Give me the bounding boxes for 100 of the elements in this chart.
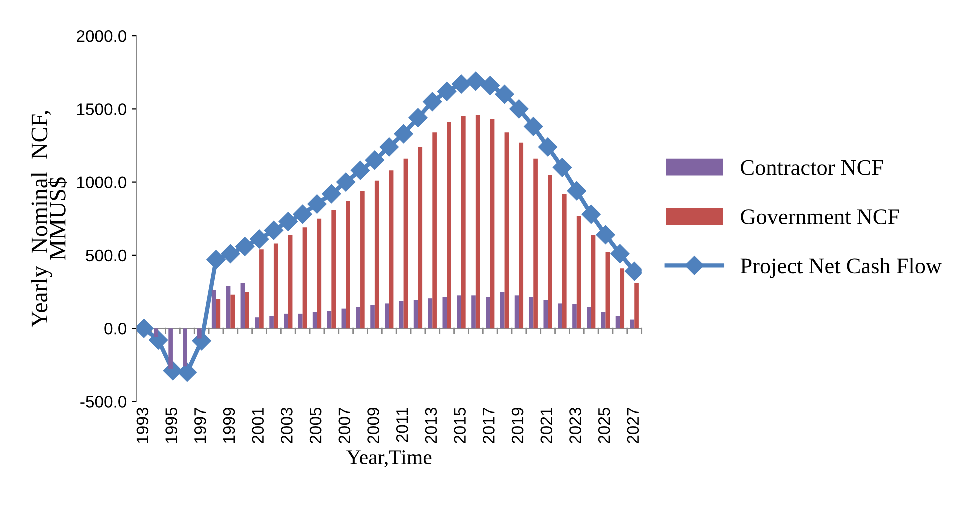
- x-tick-label: 1993: [136, 408, 149, 444]
- bar: [490, 119, 495, 329]
- point: [552, 158, 572, 178]
- bar: [457, 296, 462, 329]
- bar: [601, 312, 606, 329]
- bar: [576, 216, 582, 329]
- bar: [606, 252, 610, 329]
- bar: [260, 250, 264, 329]
- bar: [500, 292, 505, 329]
- bar: [504, 132, 510, 329]
- bar: [360, 191, 365, 329]
- x-tick-label: 2021: [540, 408, 553, 444]
- x-tick-label: 2025: [598, 408, 610, 444]
- bar: [385, 304, 390, 329]
- y-tick-label: 1000.0: [77, 176, 127, 189]
- bar: [284, 314, 288, 329]
- bar: [442, 297, 448, 329]
- point: [278, 212, 298, 232]
- bar: [472, 296, 476, 329]
- point: [380, 138, 399, 157]
- bar: [432, 132, 437, 329]
- point: [250, 230, 270, 249]
- x-tick-label: 2011: [396, 408, 408, 442]
- bar: [288, 234, 293, 329]
- bar: [356, 307, 361, 329]
- bar: [544, 300, 548, 329]
- point: [452, 74, 472, 94]
- legend-label: Project Net Cash Flow: [740, 258, 942, 278]
- y-tick-label: 0.0: [104, 322, 127, 335]
- y-axis-title: Yearly Nominal NCF, MMUS$: [31, 111, 68, 328]
- bar: [332, 210, 336, 329]
- y-tick-label: 1500.0: [77, 104, 127, 116]
- point: [610, 244, 630, 264]
- y-tick-label: 2000.0: [77, 30, 127, 42]
- bar: [317, 218, 322, 329]
- x-tick-label: 2027: [627, 408, 640, 444]
- x-tick-label: 2005: [310, 408, 322, 444]
- bar: [514, 296, 520, 329]
- bar: [168, 328, 173, 370]
- x-tick-label: 2003: [281, 408, 293, 444]
- bar: [399, 302, 404, 329]
- point: [336, 172, 356, 192]
- point: [308, 194, 327, 214]
- point: [236, 237, 255, 256]
- point: [350, 161, 370, 180]
- bar: [154, 328, 159, 338]
- x-tick-label: 2007: [338, 408, 351, 444]
- bar: [270, 316, 274, 329]
- bar: [226, 286, 231, 329]
- point: [206, 250, 226, 270]
- bar: [587, 307, 592, 329]
- point: [221, 244, 240, 264]
- bar: [634, 283, 639, 329]
- legend-label: Contractor NCF: [741, 160, 884, 176]
- point: [524, 117, 544, 136]
- bar: [529, 297, 534, 329]
- bar: [476, 115, 480, 329]
- bar: [327, 311, 332, 329]
- bar: [428, 298, 433, 329]
- bar: [447, 122, 452, 329]
- point: [510, 100, 529, 119]
- bar: [346, 201, 350, 329]
- bar: [616, 316, 620, 329]
- bar: [342, 308, 346, 329]
- y-tick-label: 500.0: [86, 250, 127, 262]
- bar: [245, 292, 250, 329]
- point: [596, 225, 616, 244]
- point: [293, 204, 312, 224]
- point: [582, 204, 601, 224]
- x-tick-label: 2023: [570, 408, 582, 444]
- bar: [562, 194, 567, 329]
- bar: [230, 294, 236, 329]
- point: [408, 108, 428, 128]
- bar: [486, 297, 490, 329]
- point: [495, 85, 514, 104]
- bar: [558, 304, 562, 329]
- bar: [414, 300, 418, 329]
- bar: [374, 180, 380, 329]
- point: [438, 82, 457, 102]
- bar: [216, 299, 221, 329]
- bar: [519, 142, 524, 329]
- bar: [198, 328, 202, 339]
- point: [423, 92, 442, 112]
- point: [538, 138, 558, 157]
- bar: [312, 312, 318, 329]
- bar: [462, 116, 466, 329]
- legend-label: Government NCF: [741, 210, 900, 225]
- point: [178, 362, 197, 382]
- point: [365, 150, 384, 170]
- bar: [212, 290, 216, 329]
- bar: [274, 244, 278, 329]
- point: [480, 76, 500, 96]
- point: [394, 124, 414, 144]
- bar: [572, 304, 577, 329]
- bar: [255, 318, 260, 329]
- point: [567, 182, 586, 201]
- x-tick-label: 2017: [483, 408, 495, 444]
- bar: [418, 147, 423, 329]
- x-axis-title: Year,Time: [346, 450, 432, 468]
- x-tick-label: 1999: [223, 408, 236, 444]
